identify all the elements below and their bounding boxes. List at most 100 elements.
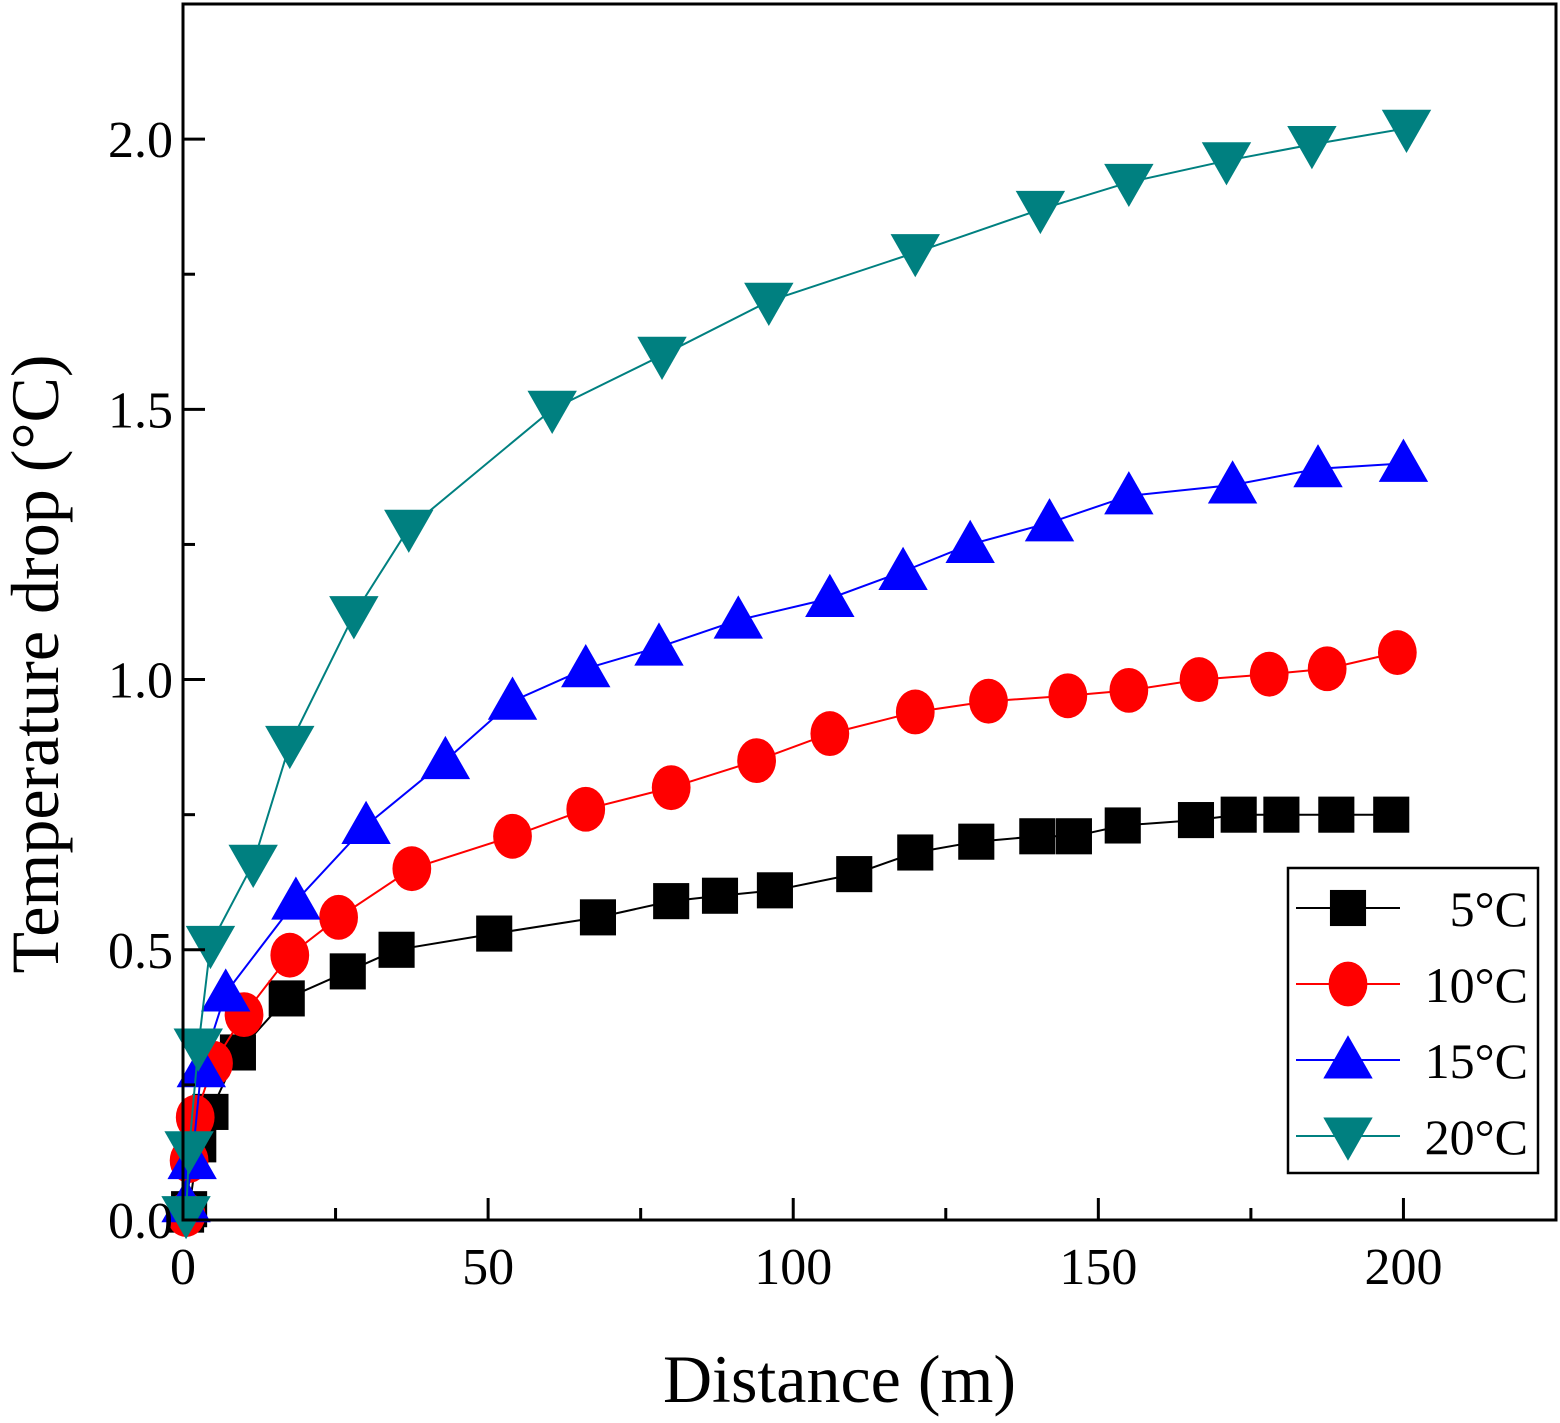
data-point xyxy=(1378,438,1429,482)
data-point xyxy=(329,596,379,640)
data-point xyxy=(561,644,611,688)
data-point xyxy=(1104,471,1154,515)
data-point xyxy=(653,883,690,920)
data-point xyxy=(651,765,691,811)
data-point xyxy=(701,877,739,914)
series-1 xyxy=(166,630,1417,1238)
series-3 xyxy=(161,109,1432,1240)
data-point xyxy=(566,786,606,832)
legend-marker xyxy=(1323,1117,1373,1161)
data-point xyxy=(392,846,432,892)
series-line xyxy=(185,127,1407,1215)
legend-label: 5°C xyxy=(1450,881,1528,937)
data-point xyxy=(173,1028,223,1072)
data-point xyxy=(1015,190,1066,235)
y-tick-label: 1.5 xyxy=(108,382,173,439)
data-point xyxy=(737,738,776,784)
y-tick-label: 1.0 xyxy=(108,653,173,710)
data-point xyxy=(384,509,434,553)
legend-label: 10°C xyxy=(1425,957,1528,1013)
data-point xyxy=(268,980,305,1017)
legend: 5°C 10°C 15°C 20°C xyxy=(1286,866,1540,1175)
data-point xyxy=(228,844,278,889)
legend-marker xyxy=(1328,961,1368,1007)
data-point xyxy=(1293,444,1343,488)
data-point xyxy=(579,899,617,936)
data-point xyxy=(1104,807,1141,844)
data-point xyxy=(161,1196,211,1240)
x-tick-label: 0 xyxy=(170,1239,196,1296)
data-point xyxy=(1024,498,1075,542)
data-point xyxy=(1307,646,1347,692)
data-point xyxy=(1048,673,1088,719)
data-point xyxy=(1104,163,1154,208)
data-point xyxy=(1373,796,1410,833)
legend-item: 5°C xyxy=(1296,881,1528,937)
plot-area xyxy=(161,109,1432,1240)
axes: 0 50 100 150 200 0.0 0.5 1.0 1.5 2.0 xyxy=(108,2,1558,1296)
data-point xyxy=(265,725,315,770)
legend-item: 10°C xyxy=(1296,957,1528,1013)
data-point xyxy=(945,519,995,563)
data-point xyxy=(836,856,873,893)
x-tick-label: 200 xyxy=(1364,1239,1442,1296)
data-point xyxy=(1381,109,1432,154)
data-point xyxy=(756,872,793,909)
data-point xyxy=(487,676,538,720)
data-point xyxy=(175,1094,215,1140)
data-point xyxy=(1179,657,1219,702)
data-point xyxy=(493,813,532,859)
x-tick-label: 150 xyxy=(1059,1239,1137,1296)
data-point xyxy=(969,678,1008,724)
y-axis-title: Temperature drop (°C) xyxy=(0,354,73,973)
data-point xyxy=(1318,796,1355,833)
data-point xyxy=(958,823,995,860)
data-point xyxy=(185,925,236,970)
series-0 xyxy=(168,796,1410,1233)
data-point xyxy=(637,336,687,380)
data-point xyxy=(1055,818,1092,855)
data-point xyxy=(1177,802,1215,839)
data-point xyxy=(1207,460,1258,504)
data-point xyxy=(1263,796,1300,833)
y-tick-label: 0.0 xyxy=(108,1193,173,1250)
data-point xyxy=(341,800,391,845)
data-point xyxy=(378,931,415,968)
data-point xyxy=(1019,818,1056,855)
data-point xyxy=(1249,651,1289,697)
data-point xyxy=(164,1131,214,1175)
data-point xyxy=(1377,630,1417,675)
legend-item: 15°C xyxy=(1296,1033,1528,1089)
data-point xyxy=(713,595,764,639)
legend-item: 20°C xyxy=(1296,1109,1528,1165)
data-point xyxy=(744,282,794,326)
series-line xyxy=(185,651,1398,1215)
data-point xyxy=(1201,142,1252,186)
legend-marker xyxy=(1329,889,1367,927)
y-tick-label: 2.0 xyxy=(108,112,173,169)
data-point xyxy=(895,689,935,735)
data-point xyxy=(1220,796,1257,833)
data-point xyxy=(1109,667,1149,713)
x-tick-label: 100 xyxy=(754,1239,832,1296)
data-point xyxy=(319,894,358,940)
legend-marker xyxy=(1323,1035,1373,1079)
legend-label: 15°C xyxy=(1425,1033,1528,1089)
data-point xyxy=(878,546,928,590)
data-point xyxy=(270,932,310,978)
data-point xyxy=(329,953,366,990)
data-point xyxy=(476,915,513,952)
data-point xyxy=(527,390,577,435)
data-point xyxy=(890,234,940,278)
data-point xyxy=(805,573,855,618)
data-point xyxy=(810,711,850,757)
data-point xyxy=(420,735,471,780)
data-point xyxy=(201,968,251,1012)
y-tick-label: 0.5 xyxy=(108,923,173,980)
legend-label: 20°C xyxy=(1425,1109,1528,1165)
data-point xyxy=(271,876,321,920)
plot-frame xyxy=(181,2,1558,1222)
x-axis-title: Distance (m) xyxy=(663,1341,1016,1417)
